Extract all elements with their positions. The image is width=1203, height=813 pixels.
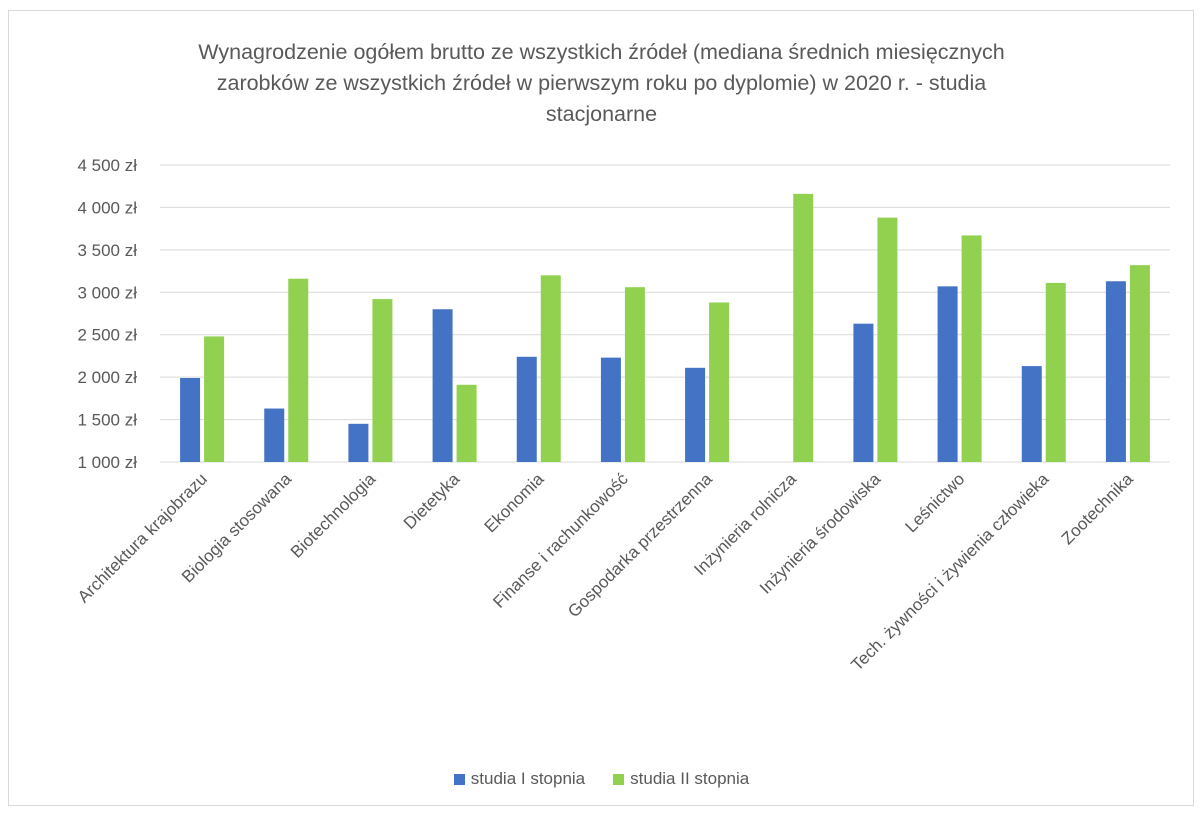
legend-item-series-2: studia II stopnia [613, 769, 749, 789]
y-tick-label: 4 000 zł [77, 198, 137, 217]
bar-series-1 [1021, 366, 1042, 462]
bar-series-2 [961, 235, 982, 462]
x-tick-label: Dietetyka [400, 469, 464, 533]
bar-series-2 [793, 193, 814, 462]
bar-series-1 [264, 408, 285, 462]
x-tick-label: Ekonomia [481, 469, 548, 536]
bar-series-2 [456, 384, 477, 462]
bar-series-1 [853, 323, 874, 462]
y-tick-label: 1 000 zł [77, 453, 137, 472]
bar-series-1 [516, 356, 537, 462]
bar-series-2 [540, 275, 561, 462]
bar-series-1 [1105, 281, 1126, 462]
bar-series-1 [348, 423, 369, 462]
y-tick-label: 2 500 zł [77, 326, 137, 345]
y-tick-label: 3 500 zł [77, 241, 137, 260]
x-tick-label: Gospodarka przestrzenna [564, 469, 716, 621]
y-tick-label: 2 000 zł [77, 368, 137, 387]
bar-series-2 [204, 336, 225, 462]
x-tick-label: Zootechnika [1058, 469, 1137, 548]
chart-title-line-1: Wynagrodzenie ogółem brutto ze wszystkic… [198, 40, 1005, 64]
bar-series-2 [288, 278, 309, 462]
legend-label-series-2: studia II stopnia [630, 769, 750, 788]
bar-series-1 [685, 367, 706, 462]
legend-item-series-1: studia I stopnia [453, 769, 586, 789]
bar-series-2 [709, 302, 730, 462]
bar-series-1 [600, 357, 621, 462]
bar-series-2 [1045, 282, 1066, 462]
legend-swatch-series-1 [453, 773, 465, 785]
x-tick-label: Biotechnologia [287, 469, 380, 562]
bar-series-1 [180, 377, 201, 462]
chart-title-line-3: stacjonarne [545, 102, 658, 126]
legend-label-series-1: studia I stopnia [470, 769, 586, 788]
legend-swatch-series-2 [613, 773, 625, 785]
bar-series-1 [432, 309, 453, 462]
chart-title-line-2: zarobków ze wszystkich źródeł w pierwszy… [216, 71, 987, 95]
y-tick-label: 3 000 zł [77, 283, 137, 302]
bar-series-2 [624, 287, 645, 462]
bar-series-2 [1129, 265, 1150, 462]
bar-series-2 [877, 217, 898, 462]
x-tick-label: Leśnictwo [902, 469, 969, 536]
bar-series-1 [937, 286, 958, 462]
legend: studia I stopnia studia II stopnia [0, 769, 1203, 789]
chart-title: Wynagrodzenie ogółem brutto ze wszystkic… [0, 37, 1203, 130]
bar-series-2 [372, 299, 393, 462]
x-tick-label: Finanse i rachunkowość [489, 469, 632, 612]
y-tick-label: 4 500 zł [77, 156, 137, 175]
y-tick-label: 1 500 zł [77, 411, 137, 430]
